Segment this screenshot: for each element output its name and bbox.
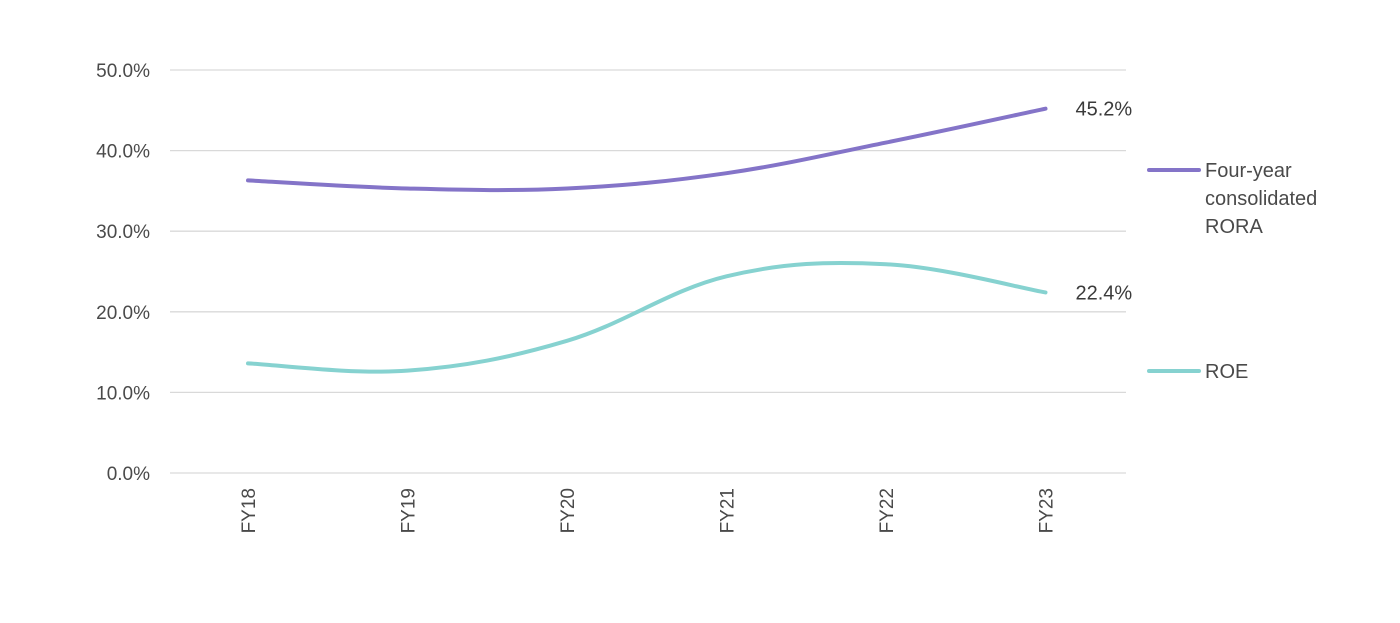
legend-label: Four-year consolidated RORA — [1205, 160, 1317, 238]
end-value-label: 22.4% — [1076, 282, 1133, 304]
x-tick-label: FY19 — [399, 488, 420, 533]
legend: Four-year consolidated RORA ROE — [1147, 160, 1317, 383]
y-tick-label: 20.0% — [96, 303, 150, 324]
x-tick-label: FY18 — [239, 488, 260, 533]
x-tick-label: FY22 — [877, 488, 898, 533]
end-value-label: 45.2% — [1076, 99, 1133, 121]
y-tick-label: 50.0% — [96, 61, 150, 82]
gridlines — [170, 69, 1126, 474]
legend-label-line: consolidated — [1205, 188, 1317, 210]
y-axis-tick-labels: 0.0% 10.0% 20.0% 30.0% 40.0% 50.0% — [96, 61, 150, 485]
data-labels: 45.2% 22.4% — [1076, 99, 1133, 305]
y-tick-label: 30.0% — [96, 222, 150, 243]
series-lines — [246, 106, 1048, 374]
y-tick-label: 0.0% — [107, 464, 150, 485]
legend-label: ROE — [1205, 361, 1248, 383]
x-axis-tick-labels: FY18 FY19 FY20 FY21 FY22 FY23 — [239, 488, 1058, 533]
y-tick-label: 40.0% — [96, 142, 150, 163]
x-tick-label: FY21 — [718, 488, 739, 533]
x-tick-label: FY20 — [558, 488, 579, 533]
legend-label-line: Four-year — [1205, 160, 1292, 182]
series-line-roe — [246, 260, 1048, 374]
x-tick-label: FY23 — [1037, 488, 1058, 533]
legend-label-line: ROE — [1205, 361, 1248, 383]
y-tick-label: 10.0% — [96, 383, 150, 404]
series-line-rora — [246, 106, 1048, 193]
legend-label-line: RORA — [1205, 216, 1263, 238]
